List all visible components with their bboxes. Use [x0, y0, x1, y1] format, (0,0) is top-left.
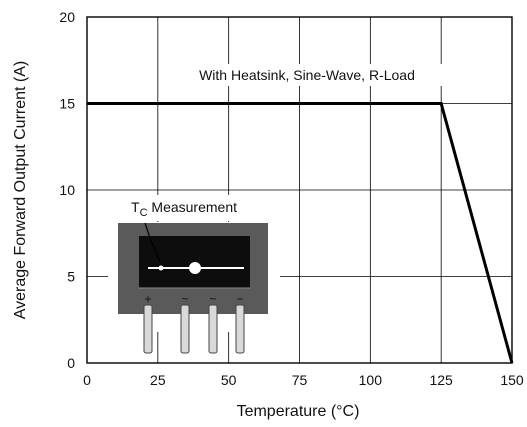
tc-label-sub: C — [140, 207, 148, 219]
x-tick-label: 0 — [83, 372, 91, 388]
x-tick-label: 100 — [359, 372, 383, 388]
pin-2 — [180, 304, 190, 354]
y-axis-label: Average Forward Output Current (A) — [12, 61, 29, 319]
y-tick-label: 5 — [67, 269, 75, 285]
curve-label: With Heatsink, Sine-Wave, R-Load — [199, 67, 415, 83]
measurement-point — [189, 262, 201, 274]
x-axis-label: Temperature (°C) — [237, 403, 360, 420]
plot-frame — [86, 16, 513, 364]
device-pins — [143, 304, 245, 354]
series-layer — [87, 102, 514, 364]
y-tick-label: 20 — [59, 9, 75, 25]
x-tick-label: 125 — [429, 372, 453, 388]
bridge-rectifier-illustration: + ~ ~ − — [108, 222, 280, 354]
pin-4 — [235, 304, 245, 354]
tc-measurement-label-group: TC Measurement — [125, 195, 267, 221]
pin-symbol-minus: − — [236, 292, 243, 306]
derating-curve — [87, 102, 514, 364]
curve-label-group: With Heatsink, Sine-Wave, R-Load — [172, 64, 442, 86]
tc-probe-dot — [158, 265, 164, 271]
device-face — [139, 236, 250, 288]
pin-3 — [208, 304, 218, 354]
pin-symbol-plus: + — [144, 292, 151, 306]
y-tick-label: 15 — [59, 96, 75, 112]
tc-label-main: T — [131, 199, 140, 215]
x-tick-label: 25 — [150, 372, 166, 388]
pin-symbol-ac1: ~ — [181, 292, 188, 306]
y-tick-label: 10 — [59, 182, 75, 198]
x-tick-label: 75 — [292, 372, 308, 388]
pin-symbol-ac2: ~ — [209, 292, 216, 306]
x-tick-label: 50 — [221, 372, 237, 388]
tc-label-rest: Measurement — [148, 199, 238, 215]
tc-measurement-label: TC Measurement — [131, 199, 237, 219]
y-tick-label: 0 — [67, 355, 75, 371]
tc-leader-line — [144, 222, 161, 263]
x-tick-label: 150 — [500, 372, 524, 388]
tick-labels: 0 25 50 75 100 125 150 0 5 10 15 20 — [59, 9, 523, 388]
pin-1 — [143, 304, 153, 354]
